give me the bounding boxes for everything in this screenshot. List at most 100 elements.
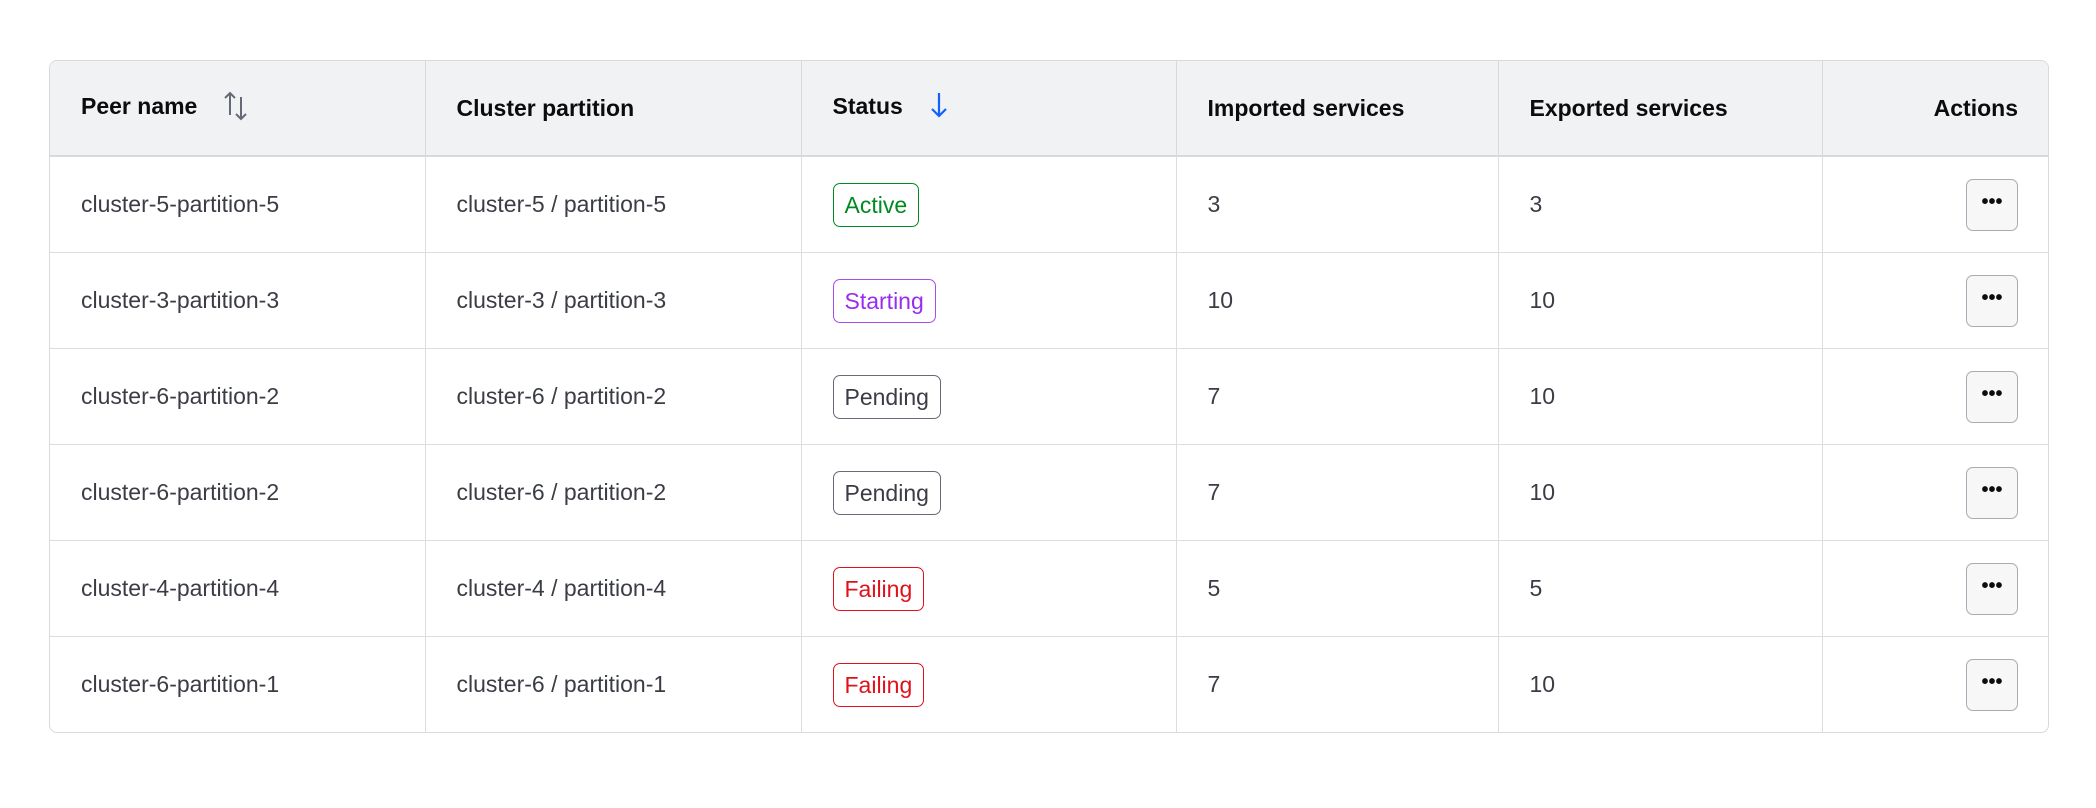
exported-services: 10 bbox=[1529, 383, 1556, 409]
exported-services: 10 bbox=[1529, 287, 1556, 313]
exported-services: 3 bbox=[1529, 191, 1543, 217]
arrow-down-icon[interactable] bbox=[929, 90, 949, 126]
peer-name: cluster-4-partition-4 bbox=[81, 575, 280, 601]
actions-cell: ••• bbox=[1822, 348, 2048, 445]
status-badge: Pending bbox=[832, 470, 941, 515]
peer-name-cell: cluster-5-partition-5 bbox=[50, 156, 426, 253]
imported-services-cell: 7 bbox=[1176, 348, 1499, 445]
column-header-imported-services: Imported services bbox=[1176, 61, 1499, 157]
table-row: cluster-6-partition-2 cluster-6 / partit… bbox=[50, 444, 2048, 541]
peer-name-cell: cluster-6-partition-1 bbox=[50, 636, 426, 732]
peer-name: cluster-6-partition-1 bbox=[81, 671, 280, 697]
peer-name-cell: cluster-6-partition-2 bbox=[50, 348, 426, 445]
status-cell: Failing bbox=[801, 540, 1177, 637]
column-header-actions: Actions bbox=[1822, 61, 2048, 157]
cluster-partition-cell: cluster-6 / partition-2 bbox=[425, 444, 802, 541]
exported-services: 10 bbox=[1529, 671, 1556, 697]
status-cell: Failing bbox=[801, 636, 1177, 732]
ellipsis-icon: ••• bbox=[1981, 190, 2003, 213]
ellipsis-icon: ••• bbox=[1981, 574, 2003, 597]
actions-cell: ••• bbox=[1822, 540, 2048, 637]
actions-cell: ••• bbox=[1822, 637, 2048, 733]
ellipsis-icon: ••• bbox=[1981, 670, 2003, 693]
status-cell: Active bbox=[801, 156, 1177, 253]
actions-cell: ••• bbox=[1822, 252, 2048, 349]
cluster-partition-cell: cluster-4 / partition-4 bbox=[425, 540, 802, 637]
status-cell: Pending bbox=[801, 348, 1177, 445]
imported-services-cell: 5 bbox=[1176, 540, 1499, 637]
peer-name-cell: cluster-4-partition-4 bbox=[50, 540, 426, 637]
imported-services: 10 bbox=[1207, 287, 1234, 313]
peer-name-cell: cluster-6-partition-2 bbox=[50, 444, 426, 541]
exported-services: 5 bbox=[1529, 575, 1543, 601]
table-row: cluster-6-partition-2 cluster-6 / partit… bbox=[50, 348, 2048, 445]
status-badge: Active bbox=[832, 182, 920, 227]
peer-name: cluster-6-partition-2 bbox=[81, 479, 280, 505]
column-header-exported-services: Exported services bbox=[1498, 61, 1823, 157]
cluster-partition: cluster-6 / partition-2 bbox=[456, 383, 667, 409]
more-actions-button[interactable]: ••• bbox=[1966, 274, 2018, 327]
imported-services-cell: 7 bbox=[1176, 444, 1499, 541]
column-header-status[interactable]: Status bbox=[801, 61, 1177, 157]
more-actions-button[interactable]: ••• bbox=[1966, 562, 2018, 615]
actions-cell: ••• bbox=[1822, 156, 2048, 253]
table-row: cluster-6-partition-1 cluster-6 / partit… bbox=[50, 636, 2048, 733]
imported-services-cell: 7 bbox=[1176, 636, 1499, 732]
column-header-cluster-partition: Cluster partition bbox=[425, 61, 802, 157]
more-actions-button[interactable]: ••• bbox=[1966, 370, 2018, 423]
ellipsis-icon: ••• bbox=[1981, 382, 2003, 405]
status-badge: Failing bbox=[832, 662, 925, 707]
status-cell: Starting bbox=[801, 252, 1177, 349]
peer-name: cluster-3-partition-3 bbox=[81, 287, 280, 313]
actions-cell: ••• bbox=[1822, 444, 2048, 541]
peer-name: cluster-5-partition-5 bbox=[81, 191, 280, 217]
more-actions-button[interactable]: ••• bbox=[1966, 658, 2018, 711]
header-label: Imported services bbox=[1207, 94, 1405, 121]
table-row: cluster-3-partition-3 cluster-3 / partit… bbox=[50, 252, 2048, 349]
status-badge: Pending bbox=[832, 374, 941, 419]
cluster-partition-cell: cluster-6 / partition-2 bbox=[425, 348, 802, 445]
table-row: cluster-4-partition-4 cluster-4 / partit… bbox=[50, 540, 2048, 637]
cluster-partition: cluster-6 / partition-2 bbox=[456, 479, 667, 505]
ellipsis-icon: ••• bbox=[1981, 286, 2003, 309]
exported-services: 10 bbox=[1529, 479, 1556, 505]
table-row: cluster-5-partition-5 cluster-5 / partit… bbox=[50, 156, 2048, 253]
table-header-row: Peer name Cluster partition Status Impor… bbox=[50, 61, 2048, 157]
cluster-partition-cell: cluster-3 / partition-3 bbox=[425, 252, 802, 349]
exported-services-cell: 10 bbox=[1498, 348, 1823, 445]
header-label: Status bbox=[832, 93, 903, 120]
imported-services-cell: 10 bbox=[1176, 252, 1499, 349]
cluster-partition: cluster-4 / partition-4 bbox=[456, 575, 667, 601]
cluster-partition: cluster-3 / partition-3 bbox=[456, 287, 667, 313]
header-label: Actions bbox=[1933, 94, 2018, 121]
imported-services: 3 bbox=[1207, 191, 1221, 217]
peer-name-cell: cluster-3-partition-3 bbox=[50, 252, 426, 349]
cluster-partition-cell: cluster-6 / partition-1 bbox=[425, 636, 802, 732]
header-label: Peer name bbox=[81, 93, 198, 120]
exported-services-cell: 10 bbox=[1498, 252, 1823, 349]
exported-services-cell: 10 bbox=[1498, 636, 1823, 732]
status-badge: Starting bbox=[832, 278, 936, 323]
cluster-partition: cluster-6 / partition-1 bbox=[456, 671, 667, 697]
status-cell: Pending bbox=[801, 444, 1177, 541]
imported-services: 7 bbox=[1207, 383, 1221, 409]
more-actions-button[interactable]: ••• bbox=[1966, 178, 2018, 231]
header-label: Cluster partition bbox=[456, 94, 635, 121]
imported-services-cell: 3 bbox=[1176, 156, 1499, 253]
imported-services: 5 bbox=[1207, 575, 1221, 601]
imported-services: 7 bbox=[1207, 479, 1221, 505]
column-header-peer-name[interactable]: Peer name bbox=[50, 61, 426, 157]
status-badge: Failing bbox=[832, 566, 925, 611]
ellipsis-icon: ••• bbox=[1981, 478, 2003, 501]
peers-table: Peer name Cluster partition Status Impor… bbox=[49, 60, 2049, 733]
sort-icon[interactable] bbox=[223, 89, 249, 127]
peer-name: cluster-6-partition-2 bbox=[81, 383, 280, 409]
more-actions-button[interactable]: ••• bbox=[1966, 466, 2018, 519]
header-label: Exported services bbox=[1529, 94, 1728, 121]
cluster-partition: cluster-5 / partition-5 bbox=[456, 191, 667, 217]
exported-services-cell: 3 bbox=[1498, 156, 1823, 253]
exported-services-cell: 10 bbox=[1498, 444, 1823, 541]
imported-services: 7 bbox=[1207, 671, 1221, 697]
cluster-partition-cell: cluster-5 / partition-5 bbox=[425, 156, 802, 253]
exported-services-cell: 5 bbox=[1498, 540, 1823, 637]
